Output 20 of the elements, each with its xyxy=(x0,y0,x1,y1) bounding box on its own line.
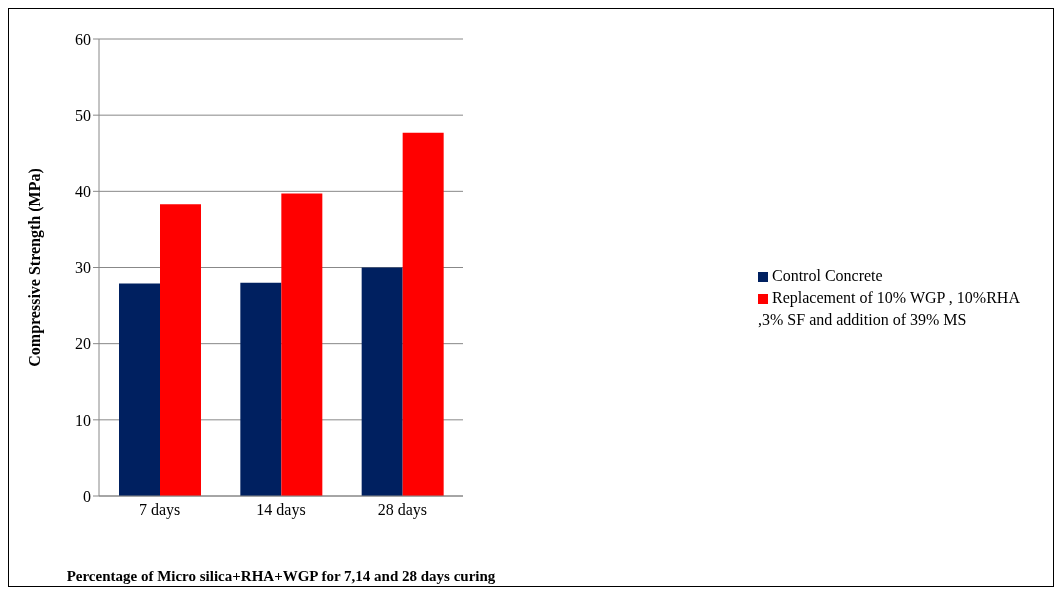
x-tick-label: 14 days xyxy=(256,501,306,520)
bar xyxy=(240,282,282,496)
bar xyxy=(160,204,201,496)
y-tick-label: 50 xyxy=(75,106,91,124)
bar xyxy=(119,283,160,496)
legend-label: Replacement of 10% WGP , 10%RHA ,3% SF and addition of 39% MS xyxy=(758,288,1020,328)
bar xyxy=(361,267,403,496)
x-axis-title: Percentage of Micro silica+RHA+WGP for 7,14 and 28 days curing xyxy=(66,568,496,584)
bar xyxy=(402,132,444,496)
x-tick-label: 7 days xyxy=(139,501,181,520)
y-tick-label: 30 xyxy=(75,259,91,277)
y-tick-label: 20 xyxy=(75,335,91,353)
y-tick-label: 10 xyxy=(75,411,91,429)
legend-label: Control Concrete xyxy=(772,266,883,284)
x-tick-label: 28 days xyxy=(377,501,427,520)
y-tick-label: 60 xyxy=(75,30,91,48)
bar xyxy=(281,193,323,496)
y-tick-label: 40 xyxy=(75,183,91,201)
y-axis-title: Compressive Strength (MPa) xyxy=(25,168,44,367)
y-tick-label: 0 xyxy=(83,487,91,505)
